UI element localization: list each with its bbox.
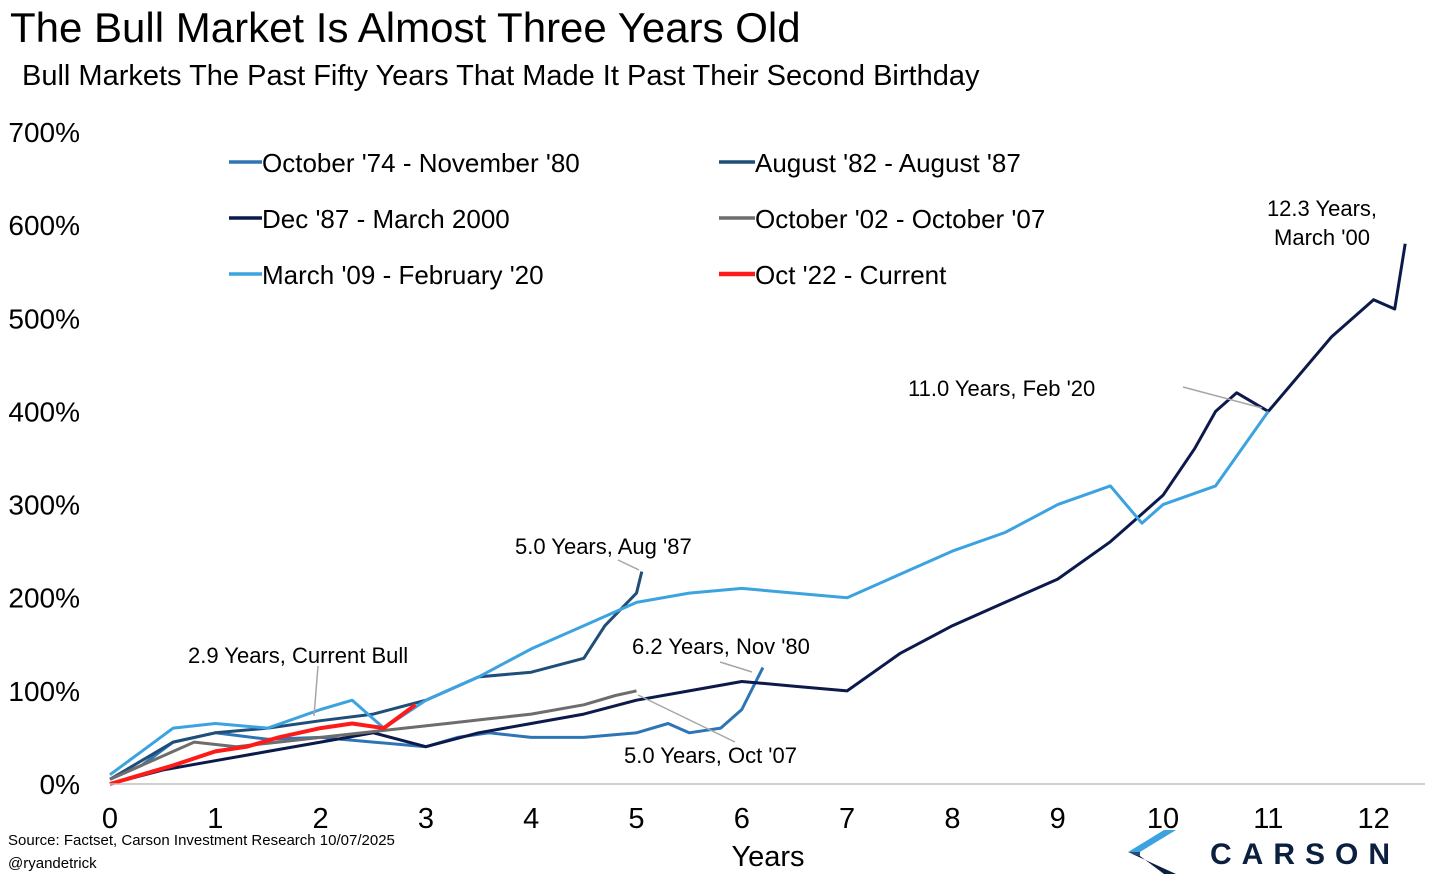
annotation-6-2-years: 6.2 Years, Nov '80 — [632, 634, 810, 659]
legend-label: October '74 - November '80 — [262, 148, 580, 178]
annotation-leader — [617, 559, 640, 571]
legend-label: August '82 - August '87 — [755, 148, 1021, 178]
x-tick-label: 1 — [207, 803, 223, 835]
annotation-5-years-oct07: 5.0 Years, Oct '07 — [624, 743, 797, 768]
carson-logo-mark — [1128, 830, 1176, 874]
author-handle: @ryandetrick — [8, 855, 97, 872]
y-tick-label: 100% — [8, 676, 80, 707]
x-tick-label: 2 — [313, 803, 329, 835]
annotations: 12.3 Years, March '00 11.0 Years, Feb '2… — [188, 196, 1377, 768]
series-line-4 — [109, 410, 1270, 776]
annotation-leader — [313, 665, 319, 717]
legend-item-oct74-nov80: October '74 - November '80 — [229, 148, 580, 178]
y-tick-label: 200% — [8, 583, 80, 614]
carson-logo: CARSON — [1124, 826, 1454, 880]
x-axis-label: Years — [731, 841, 804, 873]
chart-subtitle: Bull Markets The Past Fifty Years That M… — [22, 60, 980, 92]
y-tick-label: 500% — [8, 303, 80, 334]
legend-item-dec87-mar00: Dec '87 - March 2000 — [229, 204, 510, 234]
legend: October '74 - November '80 August '82 - … — [229, 148, 1045, 290]
series-line-5 — [109, 703, 417, 786]
series-layer — [109, 243, 1407, 786]
x-tick-label: 12 — [1357, 803, 1389, 835]
x-tick-label: 10 — [1147, 803, 1179, 835]
y-tick-label: 700% — [8, 117, 80, 148]
x-tick-label: 0 — [102, 803, 118, 835]
annotation-12-3-years: 12.3 Years, — [1267, 196, 1377, 221]
legend-label: October '02 - October '07 — [755, 204, 1045, 234]
series-line-2 — [109, 243, 1407, 786]
legend-item-oct22-current: Oct '22 - Current — [719, 260, 947, 290]
source-note: Source: Factset, Carson Investment Resea… — [8, 832, 395, 849]
carson-logo-text: CARSON — [1210, 838, 1401, 871]
annotation-11-years: 11.0 Years, Feb '20 — [908, 376, 1095, 401]
chart-title: The Bull Market Is Almost Three Years Ol… — [10, 4, 801, 51]
x-tick-labels: 0 1 2 3 4 5 6 7 8 9 10 11 12 — [102, 803, 1390, 835]
series-line-3 — [109, 689, 637, 781]
x-tick-label: 5 — [628, 803, 644, 835]
legend-item-aug82-aug87: August '82 - August '87 — [719, 148, 1021, 178]
x-tick-label: 9 — [1050, 803, 1066, 835]
y-tick-labels: 0% 100% 200% 300% 400% 500% 600% 700% — [8, 117, 80, 800]
annotation-leader — [637, 694, 736, 743]
y-tick-label: 600% — [8, 210, 80, 241]
legend-item-oct02-oct07: October '02 - October '07 — [719, 204, 1045, 234]
x-tick-label: 11 — [1253, 803, 1283, 835]
x-tick-label: 8 — [944, 803, 960, 835]
x-tick-label: 7 — [839, 803, 855, 835]
legend-label: March '09 - February '20 — [262, 260, 544, 290]
annotation-leader — [1182, 386, 1263, 409]
legend-label: Dec '87 - March 2000 — [262, 204, 510, 234]
x-tick-label: 4 — [523, 803, 539, 835]
y-tick-label: 300% — [8, 490, 80, 521]
legend-item-mar09-feb20: March '09 - February '20 — [229, 260, 544, 290]
annotation-2-9-years: 2.9 Years, Current Bull — [188, 643, 408, 668]
x-tick-label: 3 — [418, 803, 434, 835]
x-tick-label: 6 — [734, 803, 750, 835]
annotation-leader — [719, 661, 753, 673]
y-tick-label: 400% — [8, 396, 80, 427]
annotation-12-3-years-line2: March '00 — [1274, 225, 1370, 250]
y-tick-label: 0% — [40, 769, 80, 800]
legend-label: Oct '22 - Current — [755, 260, 947, 290]
series-line-1 — [109, 571, 644, 781]
annotation-5-years-aug87: 5.0 Years, Aug '87 — [515, 534, 692, 559]
